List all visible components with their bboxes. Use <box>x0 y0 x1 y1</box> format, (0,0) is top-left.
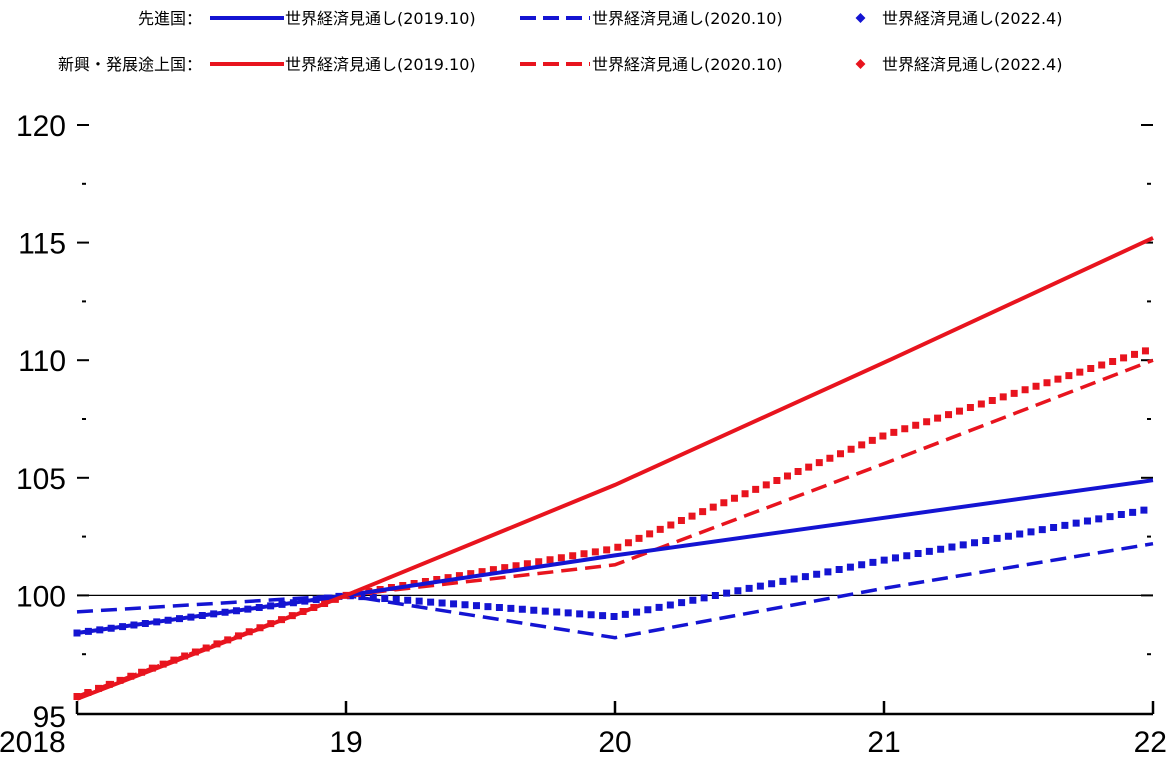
y-tick-label: 105 <box>16 463 66 496</box>
series-line-advanced-dashed <box>76 541 1154 640</box>
legend-series-label: 世界経済見通し(2019.10) <box>285 9 476 28</box>
y-tick-label: 115 <box>18 228 66 261</box>
x-tick-label: 20 <box>598 726 631 759</box>
x-tick-label: 22 <box>1134 726 1167 759</box>
axes: 2018 19 20 21 22 95 100 105 110 115 120 <box>0 110 1167 759</box>
y-tick-label: 95 <box>33 701 66 734</box>
legend-group-label: 新興・発展途上国： <box>58 55 202 74</box>
y-tick-label: 100 <box>16 580 66 613</box>
series-line-emerging-dashed <box>76 358 1154 699</box>
y-tick-label: 120 <box>16 110 66 143</box>
x-tick-label: 19 <box>329 726 362 759</box>
y-tick-label: 110 <box>18 345 66 378</box>
series-line-emerging-solid <box>76 236 1154 701</box>
x-tick-label: 21 <box>867 726 900 759</box>
series-line-advanced-solid <box>76 478 1154 635</box>
legend-series-label: 世界経済見通し(2020.10) <box>592 9 783 28</box>
series-line-emerging-dotted <box>72 343 1158 702</box>
series-group <box>72 236 1158 702</box>
legend-group-label: 先進国： <box>138 9 202 28</box>
legend-series-label: 世界経済見通し(2019.10) <box>285 55 476 74</box>
legend-swatch-diamond <box>855 13 866 23</box>
x-tick-label: 2018 <box>0 726 66 759</box>
legend-series-label: 世界経済見通し(2022.4) <box>882 9 1062 28</box>
legend-series-label: 世界経済見通し(2022.4) <box>882 55 1062 74</box>
legend: 先進国： 世界経済見通し(2019.10) 世界経済見通し(2020.10) 世界経済… <box>58 9 1063 74</box>
legend-swatch-diamond <box>855 59 866 69</box>
legend-series-label: 世界経済見通し(2020.10) <box>592 55 783 74</box>
